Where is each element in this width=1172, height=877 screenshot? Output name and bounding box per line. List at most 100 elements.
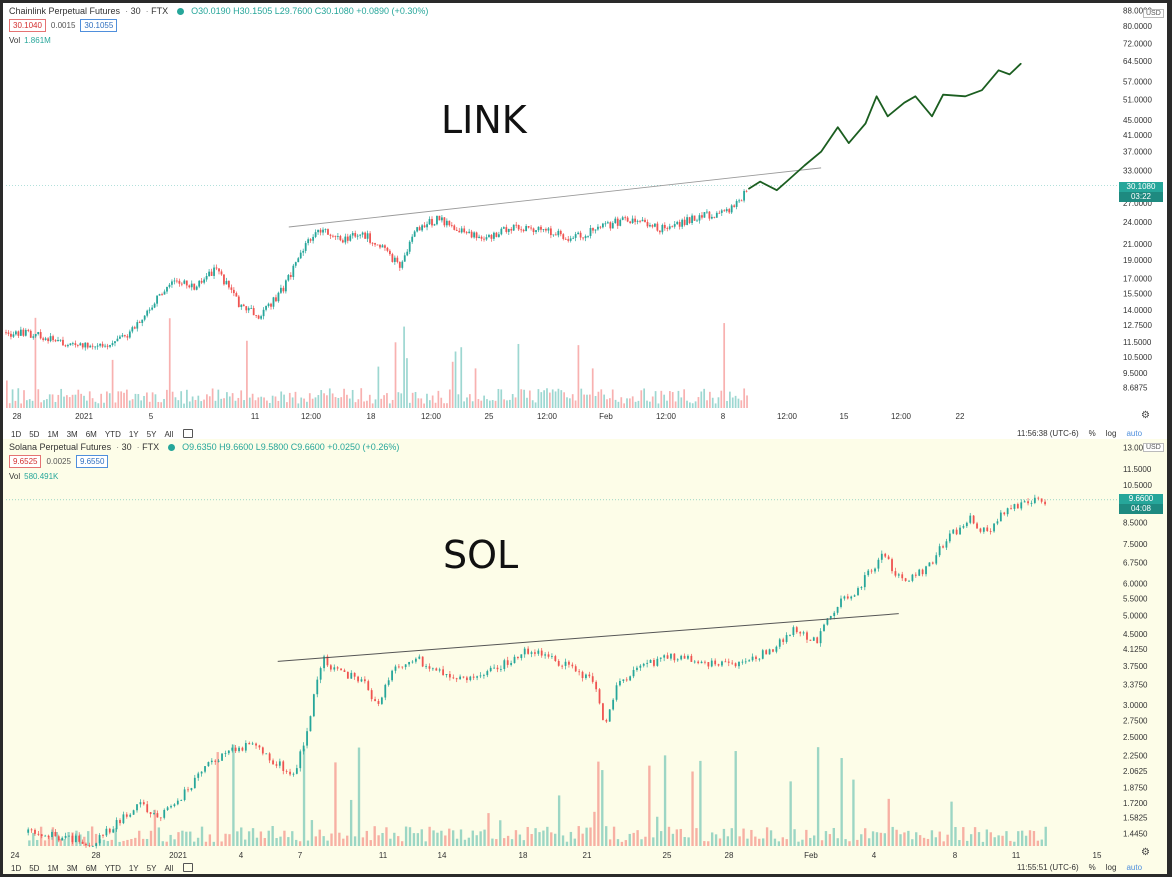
candle-body [272, 297, 275, 307]
volume-bar [177, 832, 180, 846]
tf-6m[interactable]: 6M [85, 430, 97, 439]
candle-body [802, 632, 805, 634]
candle-body [561, 665, 564, 667]
candle-body [653, 659, 655, 666]
sol-buy-button[interactable]: 9.6550 [75, 455, 109, 468]
log-scale-toggle[interactable]: log [1105, 863, 1117, 872]
volume-bar [601, 770, 604, 846]
candle-body [363, 679, 366, 682]
volume-bar [686, 400, 688, 408]
volume-bar [550, 832, 553, 846]
y-tick-label: 41.0000 [1123, 131, 1152, 140]
candle-body [554, 656, 557, 661]
sol-currency-label[interactable]: USD [1143, 443, 1164, 452]
tf-1d[interactable]: 1D [11, 864, 22, 873]
tf-5y[interactable]: 5Y [146, 864, 157, 873]
percent-scale-toggle[interactable]: % [1088, 429, 1096, 438]
volume-bar [546, 826, 549, 846]
tf-1m[interactable]: 1M [47, 864, 59, 873]
volume-bar [67, 832, 70, 846]
candle-body [248, 742, 251, 745]
link-sell-button[interactable]: 30.1040 [9, 19, 46, 32]
volume-bar [154, 394, 157, 408]
candle-body [713, 216, 716, 218]
tf-all[interactable]: All [164, 430, 174, 439]
link-buy-button[interactable]: 30.1055 [80, 19, 118, 32]
candle-body [525, 226, 528, 232]
volume-bar [511, 394, 514, 408]
candle-body [27, 829, 30, 833]
candle-body [173, 280, 176, 282]
sol-settings-gear-icon[interactable]: ⚙ [1141, 847, 1150, 858]
go-to-date-calendar-icon[interactable] [183, 429, 194, 438]
link-price-chart[interactable]: 88.0000 80.0000 72.0000 64.5000 57.0000 51.00… [3, 3, 1167, 439]
volume-bar [1044, 826, 1047, 846]
candle-body [71, 343, 74, 345]
candle-body [567, 239, 570, 241]
candle-body [98, 835, 101, 844]
x-tick-label: 8 [953, 851, 958, 860]
link-settings-gear-icon[interactable]: ⚙ [1141, 410, 1150, 421]
candle-body [517, 225, 520, 230]
volume-bar [440, 830, 443, 846]
tf-6m[interactable]: 6M [85, 864, 97, 873]
candle-body [629, 676, 632, 681]
tf-1m[interactable]: 1M [47, 430, 59, 439]
candle-body [836, 606, 839, 613]
link-interval[interactable]: 30 [130, 6, 141, 16]
volume-bar [234, 400, 237, 408]
log-scale-toggle[interactable]: log [1105, 429, 1117, 438]
volume-bar [288, 392, 291, 408]
candle-body [356, 235, 359, 237]
go-to-date-calendar-icon[interactable] [183, 863, 194, 872]
tf-ytd[interactable]: YTD [104, 430, 121, 439]
candle-body [634, 218, 636, 222]
link-currency-label[interactable]: USD [1143, 9, 1164, 18]
tf-5y[interactable]: 5Y [146, 430, 157, 439]
volume-bar [1005, 831, 1008, 846]
candle-body [676, 659, 679, 661]
candle-body [316, 679, 319, 695]
tf-ytd[interactable]: YTD [104, 864, 121, 873]
tf-1y[interactable]: 1Y [128, 430, 139, 439]
candle-body [761, 650, 764, 659]
candle-body [809, 639, 812, 641]
auto-scale-toggle[interactable]: auto [1126, 863, 1143, 872]
tf-5d[interactable]: 5D [29, 864, 40, 873]
candle-body [327, 229, 329, 235]
volume-bar [773, 838, 777, 846]
y-tick-label: 33.0000 [1123, 166, 1152, 175]
volume-bar [554, 833, 557, 846]
tf-5d[interactable]: 5D [29, 430, 40, 439]
tf-1d[interactable]: 1D [11, 430, 22, 439]
sol-interval[interactable]: 30 [121, 442, 132, 452]
candle-body [351, 233, 354, 236]
x-tick-label: 25 [663, 851, 672, 860]
auto-scale-toggle[interactable]: auto [1126, 429, 1143, 438]
volume-bar [34, 317, 37, 408]
candle-body [452, 677, 455, 679]
volume-bar [671, 833, 675, 846]
candle-body [89, 345, 92, 348]
sol-price-chart[interactable]: 13.0000 11.5000 10.5000 8.5000 7.5000 6.7500 6… [3, 439, 1167, 874]
sol-sell-button[interactable]: 9.6525 [9, 455, 42, 468]
candle-body [571, 664, 574, 667]
tf-3m[interactable]: 3M [66, 864, 78, 873]
candle-body [204, 766, 206, 772]
volume-bar [656, 816, 659, 846]
volume-bar [738, 836, 741, 846]
candle-body [265, 306, 267, 310]
volume-bar [687, 837, 690, 846]
tf-3m[interactable]: 3M [66, 430, 78, 439]
volume-bar [1001, 835, 1004, 846]
volume-bar [183, 403, 185, 408]
candle-body [523, 648, 526, 655]
y-tick-label: 4.1250 [1123, 645, 1148, 654]
percent-scale-toggle[interactable]: % [1088, 863, 1096, 872]
candle-body [505, 227, 508, 232]
volume-bar [373, 826, 376, 846]
tf-1y[interactable]: 1Y [128, 864, 139, 873]
volume-bar [426, 393, 428, 408]
candle-body [1044, 501, 1046, 505]
tf-all[interactable]: All [164, 864, 174, 873]
